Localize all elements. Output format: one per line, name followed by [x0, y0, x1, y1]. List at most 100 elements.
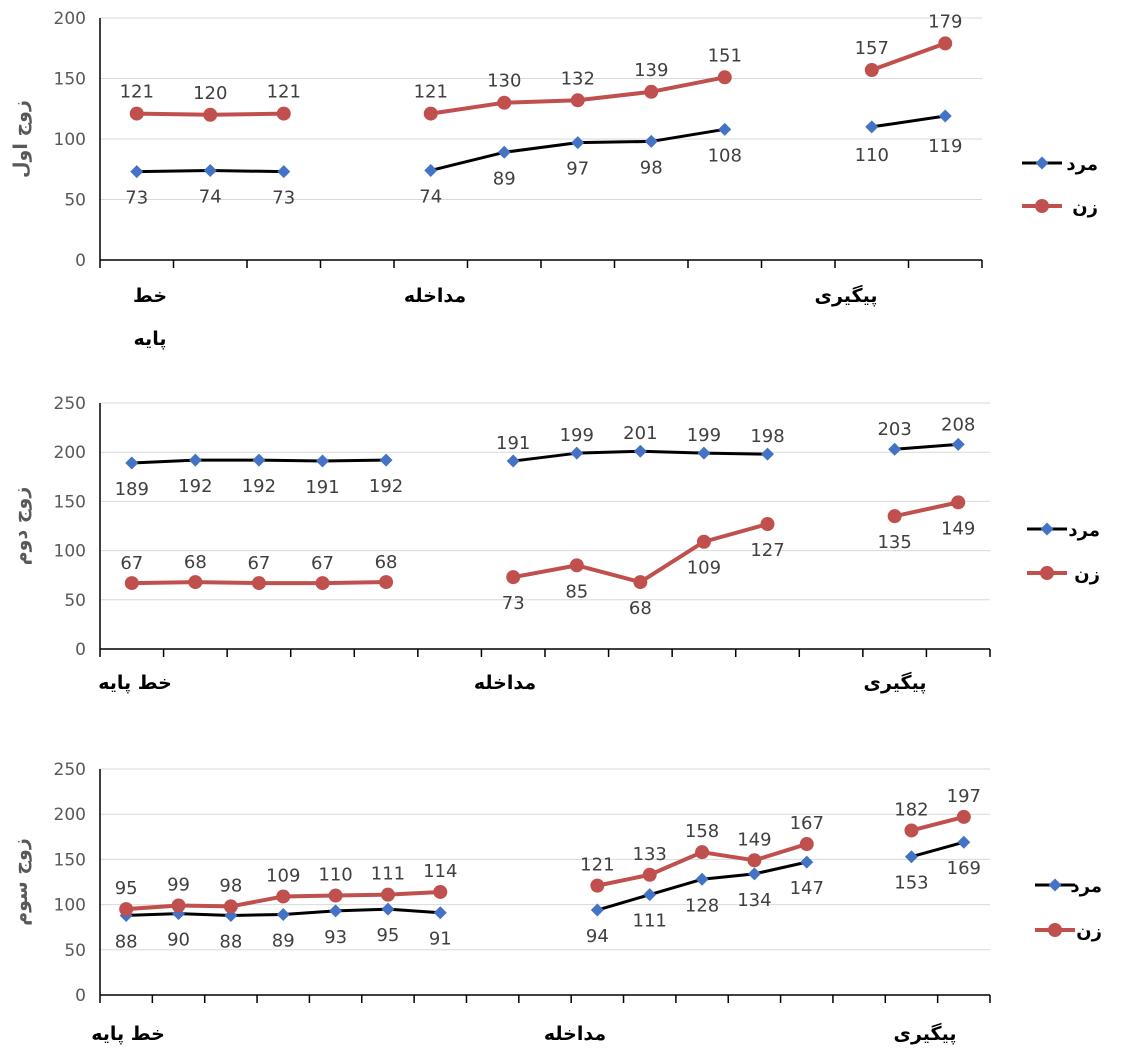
data-label: 199 [560, 425, 594, 446]
data-label: 192 [178, 476, 212, 497]
data-point-women [276, 889, 291, 904]
data-label: 199 [687, 425, 721, 446]
data-label: 89 [493, 168, 516, 189]
data-point-women [642, 867, 657, 882]
data-point-women [423, 106, 438, 121]
data-label: 128 [685, 895, 719, 916]
y-axis-label: زوج سوم [10, 838, 32, 926]
data-point-men [633, 444, 647, 458]
data-point-men [329, 904, 343, 918]
data-point-men [276, 908, 290, 922]
legend-marker-women [1035, 199, 1049, 213]
category-label: پیگیری [864, 671, 927, 694]
data-point-men [643, 888, 657, 902]
data-label: 135 [877, 532, 911, 553]
data-label: 109 [266, 865, 300, 886]
data-point-women [633, 575, 648, 590]
series-line-men [911, 840, 965, 859]
data-point-women [938, 36, 953, 51]
data-label: 182 [894, 799, 928, 820]
legend: مرد زن [1035, 876, 1102, 942]
data-label: 121 [267, 82, 301, 103]
data-label: 98 [640, 157, 663, 178]
data-label: 191 [305, 477, 339, 498]
data-point-men [424, 163, 438, 177]
data-label: 151 [708, 45, 742, 66]
data-label: 198 [750, 426, 784, 447]
data-point-women [203, 107, 218, 122]
data-point-men [695, 872, 709, 886]
data-point-men [644, 134, 658, 148]
y-tick-label: 0 [75, 640, 86, 660]
category-label: پیگیری [894, 1022, 957, 1045]
category-label-line2: پایه [134, 328, 167, 350]
data-point-men [130, 165, 144, 179]
data-point-men [957, 835, 971, 849]
data-point-women [569, 558, 584, 573]
data-point-men [316, 454, 329, 468]
legend-label: مرد [1070, 876, 1102, 897]
y-tick-label: 50 [64, 591, 86, 611]
data-point-men [188, 453, 202, 467]
data-label: 74 [419, 186, 442, 207]
data-label: 94 [586, 926, 609, 947]
category-label: مداخله [544, 1023, 606, 1045]
data-label: 110 [318, 865, 352, 886]
data-label: 74 [199, 186, 222, 207]
data-point-men [747, 867, 761, 881]
series-line-men [894, 442, 959, 451]
legend-label: زن [1074, 564, 1100, 585]
y-tick-label: 100 [54, 542, 86, 562]
data-label: 189 [115, 479, 149, 500]
y-tick-label: 200 [54, 443, 86, 463]
data-point-men [904, 850, 918, 864]
data-label: 147 [790, 878, 824, 899]
category-label: مداخله [404, 285, 466, 307]
data-point-men [125, 456, 139, 470]
chart-panel-2: 0 50 100 150 200 250 زوج دوم خط پایه مداخله پیگیر… [10, 394, 1100, 694]
data-label: 111 [371, 864, 405, 885]
data-point-women [696, 534, 711, 549]
data-label: 192 [369, 476, 403, 497]
data-label: 197 [947, 786, 981, 807]
data-point-women [887, 509, 902, 524]
y-tick-label: 250 [54, 760, 86, 780]
legend: مرد زن [1027, 520, 1100, 585]
legend-label: زن [1076, 921, 1102, 942]
data-label: 108 [708, 145, 742, 166]
data-point-women [380, 887, 395, 902]
data-label: 191 [496, 433, 530, 454]
y-tick-label: 0 [75, 986, 86, 1006]
legend-marker-men [1035, 156, 1049, 170]
data-label: 134 [737, 890, 771, 911]
data-label: 157 [855, 38, 889, 59]
data-label: 149 [941, 518, 975, 539]
data-label: 110 [855, 145, 889, 166]
legend-marker-men [1040, 522, 1054, 536]
y-tick-label: 200 [54, 805, 86, 825]
data-label: 95 [376, 925, 399, 946]
data-point-men [203, 163, 217, 177]
data-label: 88 [219, 931, 242, 952]
data-label: 93 [324, 927, 347, 948]
y-tick-label: 100 [54, 130, 86, 150]
y-tick-label: 50 [64, 941, 86, 961]
data-point-women [760, 517, 775, 532]
y-axis-label: زوج اول [10, 100, 32, 178]
data-point-women [119, 902, 134, 917]
data-point-women [379, 575, 394, 590]
data-label: 73 [272, 188, 295, 209]
data-point-women [276, 106, 291, 121]
data-label: 133 [633, 844, 667, 865]
series-line-men [871, 114, 946, 129]
legend-label: مرد [1068, 520, 1100, 541]
data-point-men [497, 145, 511, 159]
series-line-women [871, 41, 946, 72]
data-label: 158 [685, 821, 719, 842]
data-point-men [697, 446, 711, 460]
data-label: 67 [311, 553, 334, 574]
y-tick-label: 150 [54, 492, 86, 512]
category-label: خط [133, 285, 167, 307]
chart-panel-3: 0 50 100 150 200 250 زوج سوم خط پایه مداخله پیگیر… [10, 760, 1102, 1045]
data-point-women [506, 570, 521, 585]
